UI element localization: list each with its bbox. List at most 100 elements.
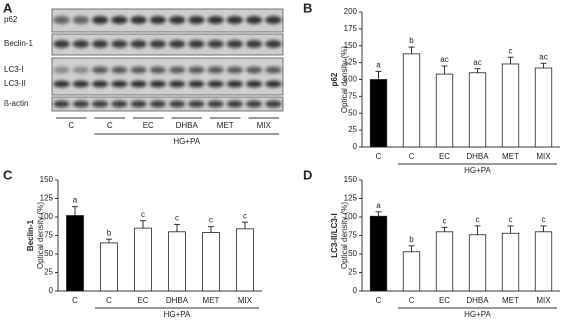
y-tick-label: 75: [348, 231, 357, 240]
group-label: HG+PA: [464, 310, 491, 319]
significance-label: c: [141, 210, 145, 219]
blot-band: [149, 100, 166, 108]
significance-label: c: [509, 215, 513, 224]
blot-strip: [51, 33, 284, 56]
significance-label: ac: [539, 52, 547, 61]
bar: [468, 72, 487, 148]
x-tick-label: MIX: [238, 296, 253, 305]
blot-strip: [51, 96, 284, 112]
bar: [402, 251, 421, 292]
x-tick-label: MET: [502, 152, 519, 161]
y-tick-label: 100: [344, 75, 358, 84]
blot-band: [53, 16, 70, 24]
y-tick-label: 75: [44, 231, 53, 240]
bar: [402, 53, 421, 148]
blot-band: [265, 16, 282, 24]
blot-band: [169, 100, 186, 108]
significance-label: ac: [473, 58, 481, 67]
bar: [134, 227, 152, 292]
y-tick-label: 125: [344, 58, 358, 67]
group-label: HG+PA: [164, 310, 191, 319]
y-tick-label: 125: [40, 194, 54, 203]
y-tick-label: 0: [353, 286, 358, 295]
blot-band: [130, 16, 147, 24]
blot-band: [53, 80, 70, 88]
blot-band: [226, 16, 243, 24]
x-tick-label: MET: [203, 296, 220, 305]
bar: [202, 232, 220, 292]
y-tick-label: 150: [344, 175, 358, 184]
significance-label: b: [409, 36, 414, 45]
blot-band: [226, 100, 243, 108]
blot-band: [130, 40, 147, 48]
blot-band: [111, 100, 128, 108]
blot-band: [207, 66, 224, 74]
blot-band: [207, 40, 224, 48]
significance-label: b: [107, 228, 112, 237]
y-tick-label: 0: [49, 286, 54, 295]
blot-band: [92, 66, 109, 74]
x-tick-label: C: [72, 296, 78, 305]
blot-band: [169, 16, 186, 24]
bar: [100, 242, 118, 292]
significance-label: c: [476, 215, 480, 224]
x-tick-label: C: [409, 152, 415, 161]
blot-band: [72, 100, 89, 108]
lane-label: C: [107, 121, 113, 130]
bar: [369, 215, 388, 292]
bar: [435, 231, 454, 292]
x-tick-label: C: [376, 152, 382, 161]
x-tick-label: EC: [137, 296, 148, 305]
blot-band: [246, 40, 263, 48]
panel-letter: D: [303, 167, 312, 182]
blot-band: [246, 100, 263, 108]
blot-band: [265, 66, 282, 74]
x-tick-label: DHBA: [166, 296, 189, 305]
y-axis-label: Optical density (%): [36, 202, 45, 269]
blot-row-label: LC3-I: [4, 65, 24, 74]
significance-label: c: [509, 46, 513, 55]
blot-band: [169, 40, 186, 48]
blot-strip: [51, 8, 284, 33]
x-tick-label: MIX: [536, 296, 551, 305]
blot-band: [246, 80, 263, 88]
significance-label: a: [376, 201, 381, 210]
blot-band: [246, 66, 263, 74]
x-tick-label: EC: [439, 152, 450, 161]
blot-row-label: p62: [4, 15, 18, 24]
blot-band: [188, 100, 205, 108]
lane-label: DHBA: [176, 121, 199, 130]
panel-letter: B: [303, 0, 312, 15]
x-tick-label: MIX: [536, 152, 551, 161]
blot-band: [72, 80, 89, 88]
blot-band: [53, 40, 70, 48]
y-tick-label: 25: [44, 268, 53, 277]
y-axis-label: LC3-II/LC3-I: [330, 213, 339, 257]
blot-band: [111, 16, 128, 24]
blot-band: [53, 66, 70, 74]
blot-band: [92, 16, 109, 24]
x-tick-label: DHBA: [466, 152, 489, 161]
x-tick-label: C: [106, 296, 112, 305]
significance-label: c: [175, 214, 179, 223]
y-tick-label: 200: [344, 7, 358, 16]
bar: [369, 79, 388, 148]
bar: [501, 232, 520, 292]
blot-band: [72, 16, 89, 24]
blot-band: [149, 40, 166, 48]
x-tick-label: C: [409, 296, 415, 305]
x-tick-label: MET: [502, 296, 519, 305]
bar: [534, 231, 553, 292]
blot-band: [92, 40, 109, 48]
blot-band: [246, 16, 263, 24]
blot-band: [265, 100, 282, 108]
blot-row-label: LC3-II: [4, 79, 26, 88]
significance-label: a: [73, 196, 78, 205]
y-tick-label: 100: [40, 212, 54, 221]
blot-band: [188, 66, 205, 74]
blot-band: [72, 66, 89, 74]
y-axis-label: Optical density (%): [340, 46, 349, 113]
y-tick-label: 25: [348, 125, 357, 134]
y-tick-label: 25: [348, 268, 357, 277]
